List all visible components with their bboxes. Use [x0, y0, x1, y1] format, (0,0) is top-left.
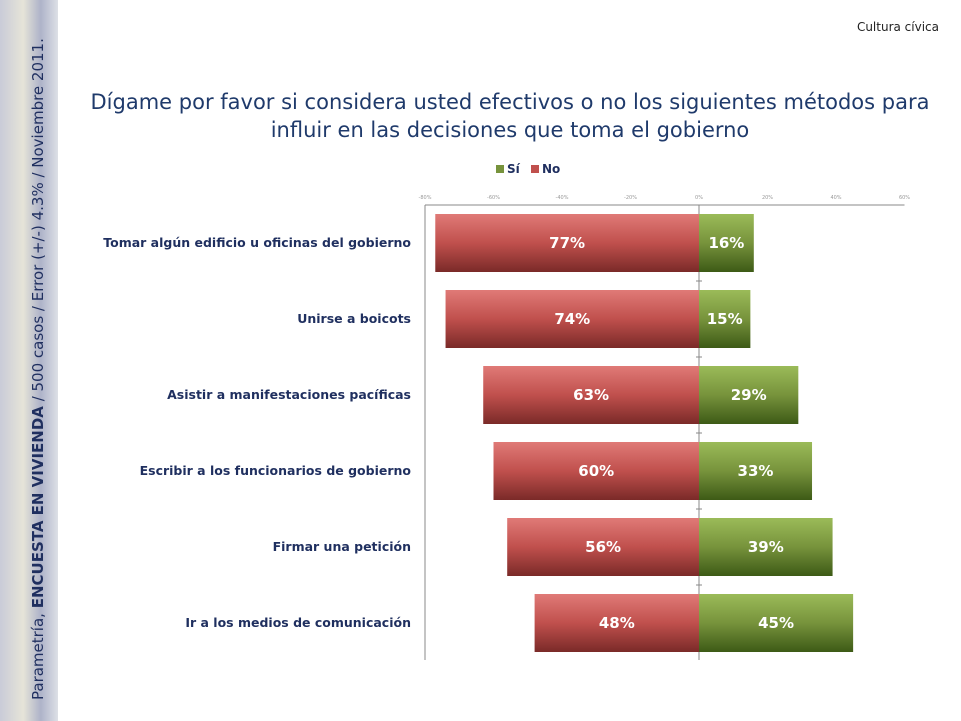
- x-tick-label: 60%: [899, 195, 910, 201]
- section-label: Cultura cívica: [856, 20, 939, 34]
- legend-swatch-si: [496, 165, 504, 173]
- x-tick-label: 20%: [762, 195, 773, 201]
- data-label-no: 77%: [549, 234, 585, 252]
- category-label: Firmar una petición: [273, 539, 411, 554]
- data-label-si: 45%: [758, 614, 794, 632]
- bar-si: [699, 366, 799, 424]
- data-label-si: 16%: [708, 234, 744, 252]
- bar-si: [699, 290, 751, 348]
- x-tick-label: -20%: [624, 195, 637, 201]
- bar-no: [493, 442, 699, 500]
- data-label-si: 33%: [738, 462, 774, 480]
- data-label-no: 63%: [573, 386, 609, 404]
- x-tick-label: 40%: [830, 195, 841, 201]
- data-label-no: 74%: [554, 310, 590, 328]
- data-label-si: 15%: [707, 310, 743, 328]
- category-label: Ir a los medios de comunicación: [185, 615, 411, 630]
- data-label-si: 29%: [731, 386, 767, 404]
- category-label: Tomar algún edificio u oficinas del gobi…: [103, 235, 411, 250]
- bar-si: [699, 594, 854, 652]
- bar-si: [699, 214, 754, 272]
- x-tick-label: 0%: [695, 195, 703, 201]
- bar-no: [534, 594, 699, 652]
- x-tick-label: -80%: [419, 195, 432, 201]
- legend-swatch-no: [531, 165, 539, 173]
- data-label-no: 48%: [599, 614, 635, 632]
- x-tick-label: -40%: [556, 195, 569, 201]
- category-label: Unirse a boicots: [297, 311, 411, 326]
- bar-no: [445, 290, 699, 348]
- bar-si: [699, 518, 833, 576]
- chart-title: Dígame por favor si considera usted efec…: [90, 90, 930, 142]
- category-label: Asistir a manifestaciones pacíficas: [167, 387, 411, 402]
- legend-label-no: No: [542, 162, 560, 176]
- bar-no: [507, 518, 699, 576]
- data-label-si: 39%: [748, 538, 784, 556]
- data-label-no: 60%: [578, 462, 614, 480]
- category-label: Escribir a los funcionarios de gobierno: [140, 463, 412, 478]
- bar-si: [699, 442, 813, 500]
- bar-no: [483, 366, 699, 424]
- decorative-strip: [0, 0, 58, 721]
- bar-no: [435, 214, 699, 272]
- x-tick-label: -60%: [487, 195, 500, 201]
- data-label-no: 56%: [585, 538, 621, 556]
- legend-label-si: Sí: [507, 162, 521, 176]
